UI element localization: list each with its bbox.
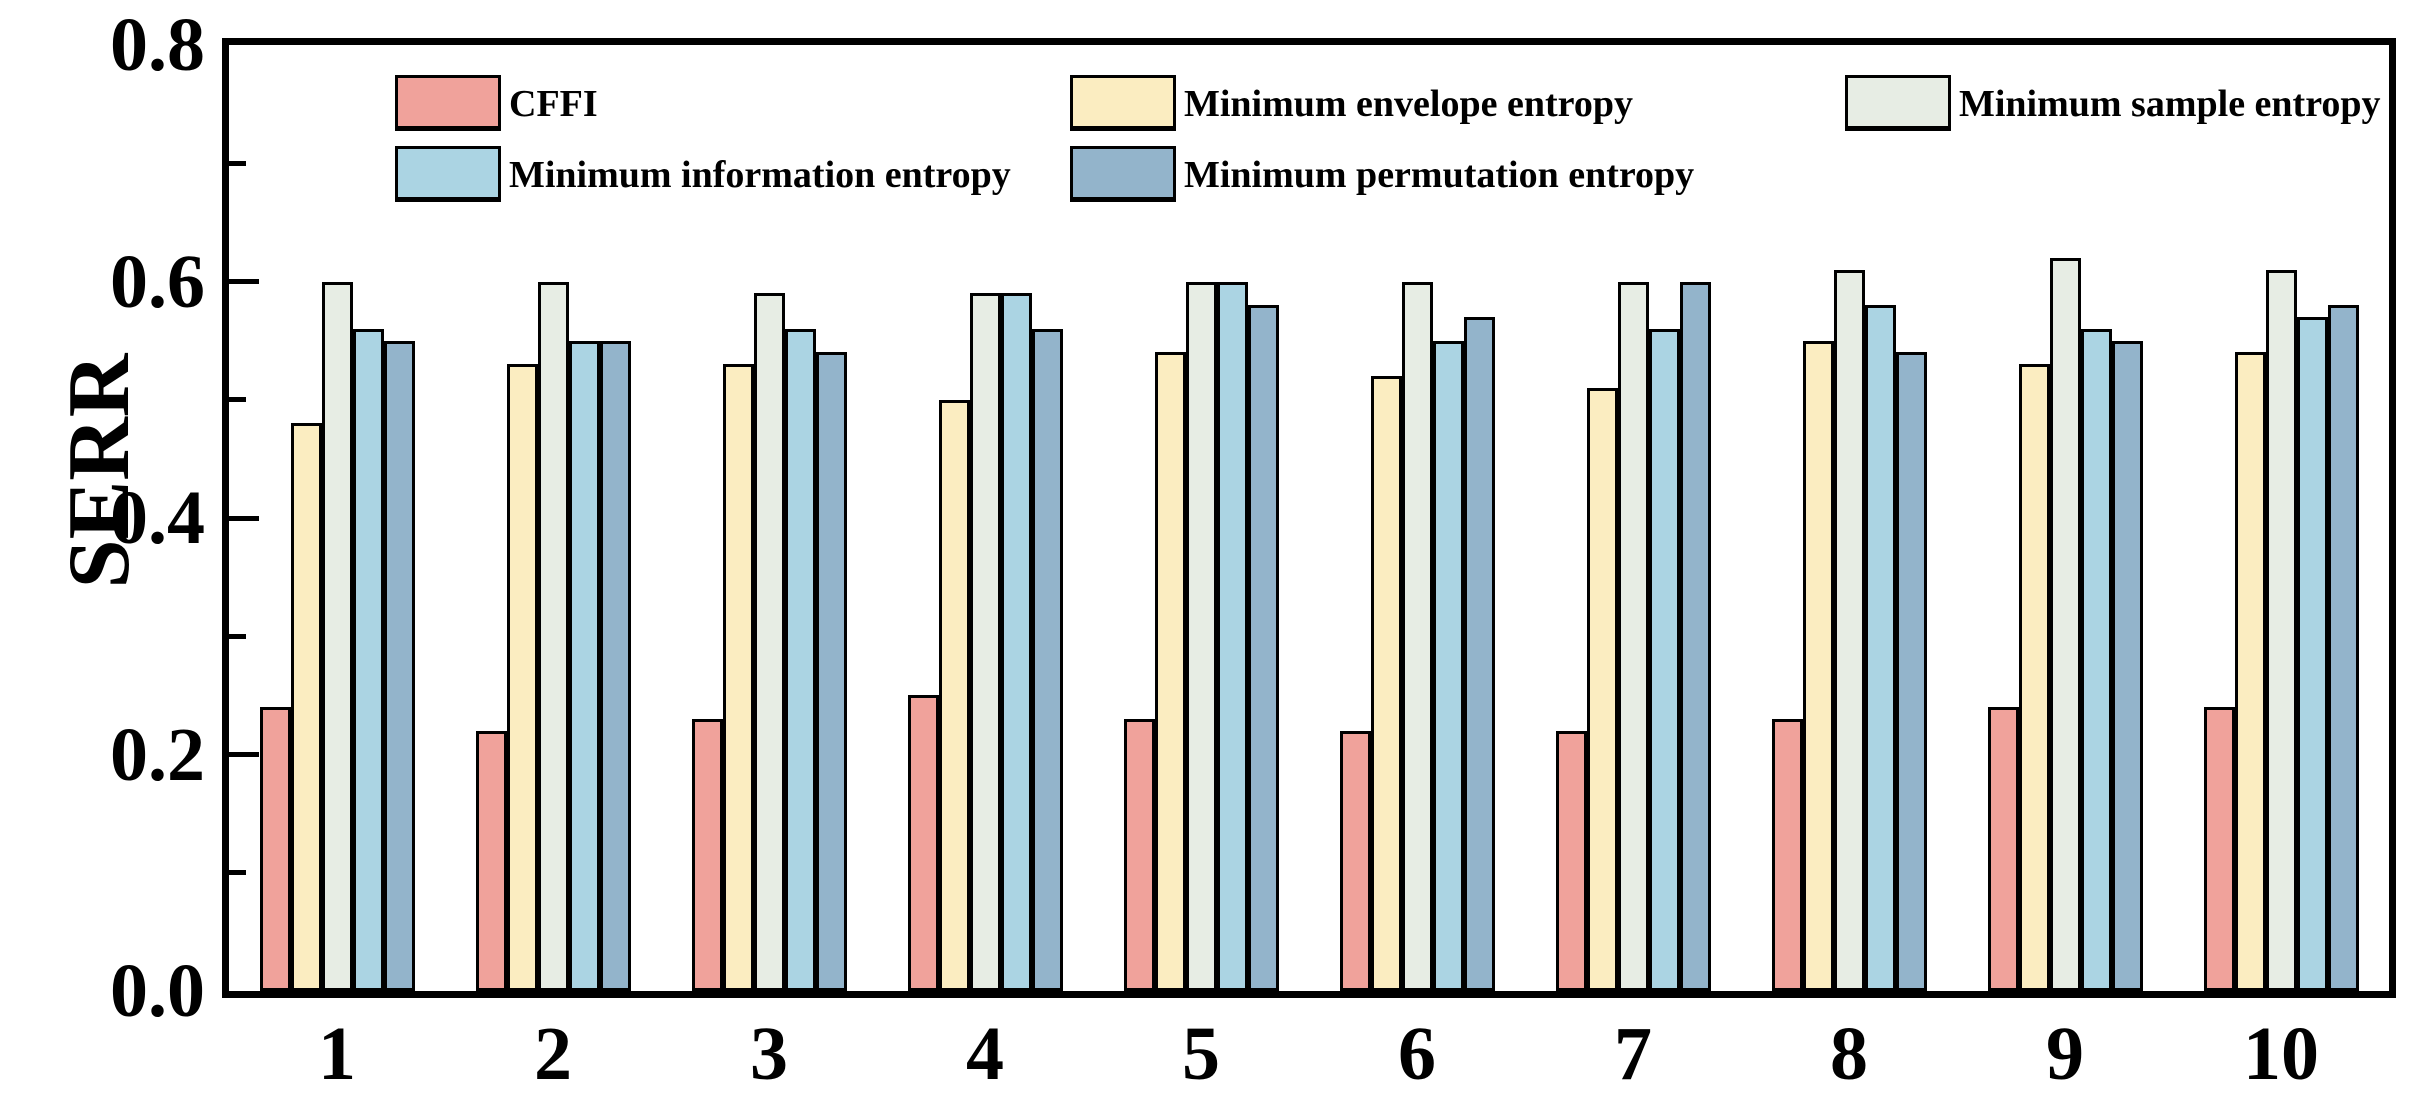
bar-minimum-permutation-entropy-group-5 bbox=[1247, 305, 1279, 991]
legend-label: CFFI bbox=[509, 83, 598, 125]
x-tick-label: 10 bbox=[2243, 1012, 2319, 1096]
y-tick-label: 0.0 bbox=[110, 949, 205, 1033]
bar-cffi-group-1 bbox=[259, 707, 291, 991]
x-tick-label: 8 bbox=[1830, 1012, 1868, 1096]
plot-area bbox=[222, 38, 2396, 998]
legend-label: Minimum information entropy bbox=[509, 154, 1011, 196]
x-tick-label: 1 bbox=[318, 1012, 356, 1096]
y-major-tick bbox=[229, 279, 259, 284]
x-tick-label: 6 bbox=[1398, 1012, 1436, 1096]
plot-inner bbox=[229, 45, 2389, 991]
bar-minimum-envelope-entropy-group-5 bbox=[1154, 352, 1186, 991]
y-tick-label: 0.4 bbox=[110, 476, 205, 560]
bar-minimum-envelope-entropy-group-8 bbox=[1802, 340, 1834, 991]
x-tick-label: 3 bbox=[750, 1012, 788, 1096]
bar-minimum-envelope-entropy-group-7 bbox=[1586, 387, 1618, 991]
y-major-tick bbox=[229, 752, 259, 757]
bar-cffi-group-9 bbox=[1987, 707, 2019, 991]
bar-minimum-information-entropy-group-10 bbox=[2296, 316, 2328, 991]
bar-minimum-sample-entropy-group-3 bbox=[753, 293, 785, 991]
y-tick-label: 0.2 bbox=[110, 712, 205, 797]
bar-minimum-envelope-entropy-group-1 bbox=[290, 423, 322, 991]
bar-minimum-information-entropy-group-9 bbox=[2080, 328, 2112, 991]
bar-minimum-sample-entropy-group-2 bbox=[537, 281, 569, 991]
y-minor-tick bbox=[229, 397, 246, 403]
y-axis-title: SERR bbox=[51, 353, 148, 589]
bar-minimum-envelope-entropy-group-2 bbox=[506, 364, 538, 991]
bar-minimum-sample-entropy-group-10 bbox=[2265, 269, 2297, 991]
bar-minimum-permutation-entropy-group-9 bbox=[2111, 340, 2143, 991]
bar-cffi-group-5 bbox=[1123, 719, 1155, 991]
x-tick-label: 4 bbox=[966, 1012, 1004, 1096]
bar-cffi-group-4 bbox=[907, 695, 939, 991]
x-tick-label: 5 bbox=[1182, 1012, 1220, 1096]
bar-minimum-sample-entropy-group-1 bbox=[321, 281, 353, 991]
x-tick-label: 7 bbox=[1614, 1012, 1652, 1096]
bar-minimum-permutation-entropy-group-2 bbox=[599, 340, 631, 991]
bar-minimum-permutation-entropy-group-1 bbox=[383, 340, 415, 991]
bar-cffi-group-10 bbox=[2203, 707, 2235, 991]
y-minor-tick bbox=[229, 633, 246, 639]
y-tick-label: 0.6 bbox=[110, 239, 205, 324]
bar-minimum-information-entropy-group-4 bbox=[1000, 293, 1032, 991]
y-tick-label: 0.8 bbox=[110, 3, 205, 87]
bar-minimum-envelope-entropy-group-4 bbox=[938, 399, 970, 991]
bar-minimum-information-entropy-group-2 bbox=[568, 340, 600, 991]
bar-minimum-information-entropy-group-6 bbox=[1432, 340, 1464, 991]
legend-label: Minimum envelope entropy bbox=[1184, 83, 1633, 125]
bar-minimum-information-entropy-group-5 bbox=[1216, 281, 1248, 991]
bar-minimum-sample-entropy-group-5 bbox=[1185, 281, 1217, 991]
bar-minimum-envelope-entropy-group-3 bbox=[722, 364, 754, 991]
bar-minimum-information-entropy-group-7 bbox=[1648, 328, 1680, 991]
legend-label: Minimum sample entropy bbox=[1959, 83, 2381, 125]
bar-minimum-permutation-entropy-group-3 bbox=[815, 352, 847, 991]
legend-label: Minimum permutation entropy bbox=[1184, 154, 1695, 196]
bar-minimum-information-entropy-group-8 bbox=[1864, 305, 1896, 991]
bar-cffi-group-8 bbox=[1771, 719, 1803, 991]
x-tick-label: 9 bbox=[2046, 1012, 2084, 1096]
bar-cffi-group-3 bbox=[691, 719, 723, 991]
legend-swatch bbox=[1070, 75, 1176, 131]
bar-minimum-envelope-entropy-group-6 bbox=[1370, 376, 1402, 991]
bar-minimum-sample-entropy-group-4 bbox=[969, 293, 1001, 991]
y-major-tick bbox=[229, 515, 259, 521]
legend-swatch bbox=[395, 146, 501, 202]
legend-swatch bbox=[1070, 146, 1176, 202]
bar-cffi-group-7 bbox=[1555, 730, 1587, 991]
bar-minimum-permutation-entropy-group-7 bbox=[1679, 281, 1711, 991]
bar-minimum-sample-entropy-group-8 bbox=[1833, 269, 1865, 991]
y-minor-tick bbox=[229, 160, 246, 166]
legend-swatch bbox=[1845, 75, 1951, 131]
bar-minimum-sample-entropy-group-9 bbox=[2049, 257, 2081, 991]
bar-cffi-group-2 bbox=[475, 730, 507, 991]
bar-minimum-permutation-entropy-group-10 bbox=[2327, 305, 2359, 991]
legend-swatch bbox=[395, 75, 501, 131]
y-minor-tick bbox=[229, 870, 246, 876]
bar-minimum-envelope-entropy-group-9 bbox=[2018, 364, 2050, 991]
bar-cffi-group-6 bbox=[1339, 730, 1371, 991]
bar-minimum-permutation-entropy-group-6 bbox=[1463, 316, 1495, 991]
bar-minimum-permutation-entropy-group-4 bbox=[1031, 328, 1063, 991]
bar-minimum-envelope-entropy-group-10 bbox=[2234, 352, 2266, 991]
bar-minimum-sample-entropy-group-7 bbox=[1617, 281, 1649, 991]
bar-minimum-information-entropy-group-3 bbox=[784, 328, 816, 991]
x-tick-label: 2 bbox=[534, 1012, 572, 1096]
bar-minimum-sample-entropy-group-6 bbox=[1401, 281, 1433, 991]
bar-minimum-permutation-entropy-group-8 bbox=[1895, 352, 1927, 991]
bar-minimum-information-entropy-group-1 bbox=[352, 328, 384, 991]
